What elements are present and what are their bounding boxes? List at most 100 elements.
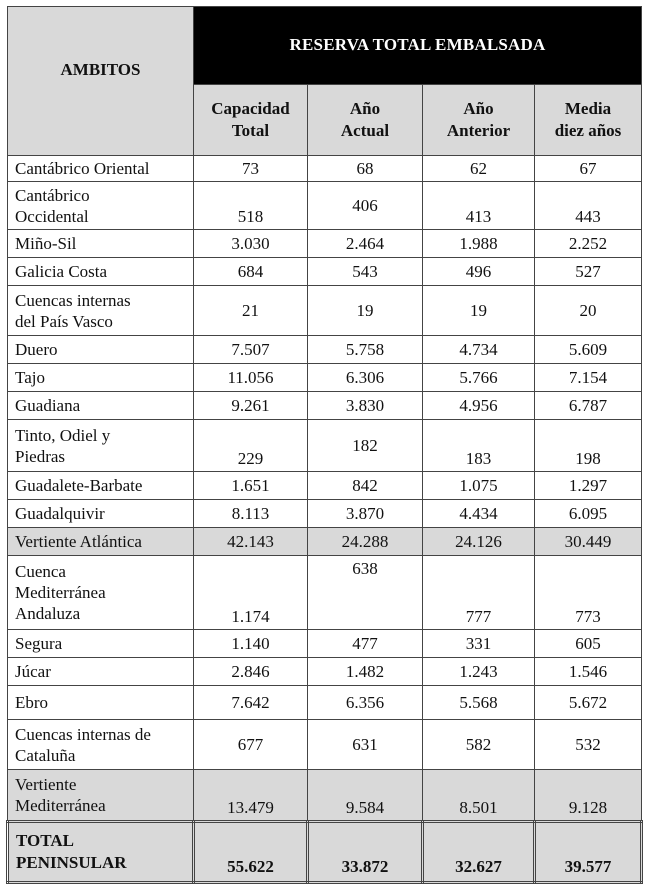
- ambito-name: Cuenca Mediterránea Andaluza: [7, 555, 194, 630]
- reservoir-table-container: AMBITOS RESERVA TOTAL EMBALSADA Capacida…: [6, 6, 644, 884]
- value-anterior: 4.956: [422, 391, 535, 420]
- table-row: Tinto, Odiel y Piedras 229 182 183 198: [7, 419, 643, 472]
- value-actual: 842: [307, 471, 423, 500]
- value-capacidad: 2.846: [193, 657, 308, 686]
- ambito-name: Cantábrico Occidental: [7, 181, 194, 230]
- value-anterior: 4.434: [422, 499, 535, 528]
- value-actual: 3.830: [307, 391, 423, 420]
- value-capacidad: 3.030: [193, 229, 308, 258]
- value-capacidad: 73: [193, 155, 308, 182]
- ambito-name: Guadalquivir: [7, 499, 194, 528]
- value-capacidad: 7.507: [193, 335, 308, 364]
- ambito-name: Galicia Costa: [7, 257, 194, 286]
- total-label: TOTAL PENINSULAR: [6, 820, 195, 884]
- value-media: 773: [533, 555, 643, 630]
- value-anterior: 24.126: [422, 527, 535, 556]
- value-actual: 68: [307, 155, 423, 182]
- value-anterior: 1.988: [422, 229, 535, 258]
- table-row: Miño-Sil 3.030 2.464 1.988 2.252: [7, 229, 643, 258]
- ambito-name: Vertiente Mediterránea: [7, 769, 194, 822]
- value-media: 5.609: [533, 335, 643, 364]
- value-media: 30.449: [533, 527, 643, 556]
- table-row: Guadiana 9.261 3.830 4.956 6.787: [7, 391, 643, 420]
- value-media: 5.672: [533, 685, 643, 720]
- ambito-name: Guadiana: [7, 391, 194, 420]
- value-capacidad: 1.174: [193, 555, 308, 630]
- header-ano-actual: Año Actual: [307, 83, 423, 157]
- header-reserva-total: RESERVA TOTAL EMBALSADA: [192, 6, 643, 85]
- ambito-name: Tajo: [7, 363, 194, 392]
- reservoir-table: AMBITOS RESERVA TOTAL EMBALSADA Capacida…: [6, 6, 644, 884]
- value-capacidad: 11.056: [193, 363, 308, 392]
- total-row: TOTAL PENINSULAR 55.622 33.872 32.627 39…: [6, 820, 644, 884]
- value-capacidad: 13.479: [193, 769, 308, 822]
- value-capacidad: 8.113: [193, 499, 308, 528]
- value-capacidad: 229: [193, 419, 308, 472]
- table-row: Galicia Costa 684 543 496 527: [7, 257, 643, 286]
- value-actual: 9.584: [307, 769, 423, 822]
- value-media: 67: [533, 155, 643, 182]
- value-media: 532: [533, 719, 643, 770]
- ambito-name: Guadalete-Barbate: [7, 471, 194, 500]
- ambito-name: Cantábrico Oriental: [7, 155, 194, 182]
- value-actual: 2.464: [307, 229, 423, 258]
- ambito-name: Tinto, Odiel y Piedras: [7, 419, 194, 472]
- value-actual: 1.482: [307, 657, 423, 686]
- value-actual: 19: [307, 285, 423, 336]
- value-actual: 24.288: [307, 527, 423, 556]
- ambito-name: Segura: [7, 629, 194, 658]
- table-row: Guadalete-Barbate 1.651 842 1.075 1.297: [7, 471, 643, 500]
- ambito-name: Cuencas internas del País Vasco: [7, 285, 194, 336]
- value-media: 7.154: [533, 363, 643, 392]
- value-media: 527: [533, 257, 643, 286]
- value-actual: 5.758: [307, 335, 423, 364]
- value-anterior: 331: [422, 629, 535, 658]
- value-actual: 477: [307, 629, 423, 658]
- table-row: Tajo 11.056 6.306 5.766 7.154: [7, 363, 643, 392]
- value-actual: 6.356: [307, 685, 423, 720]
- value-actual: 182: [307, 419, 423, 472]
- header-ambitos: AMBITOS: [7, 6, 194, 156]
- table-row: Duero 7.507 5.758 4.734 5.609: [7, 335, 643, 364]
- subtotal-row: Vertiente Mediterránea 13.479 9.584 8.501 9.1…: [7, 769, 643, 822]
- value-capacidad: 684: [193, 257, 308, 286]
- value-media: 20: [533, 285, 643, 336]
- total-capacidad: 55.622: [192, 820, 309, 884]
- value-anterior: 582: [422, 719, 535, 770]
- table-row: Cuencas internas de Cataluña 677 631 582 532: [7, 719, 643, 770]
- value-capacidad: 677: [193, 719, 308, 770]
- value-anterior: 62: [422, 155, 535, 182]
- value-anterior: 8.501: [422, 769, 535, 822]
- ambito-name: Cuencas internas de Cataluña: [7, 719, 194, 770]
- subtotal-row: Vertiente Atlántica 42.143 24.288 24.126 30.…: [7, 527, 643, 556]
- value-capacidad: 9.261: [193, 391, 308, 420]
- value-anterior: 777: [422, 555, 535, 630]
- header-media-diez-anos: Media diez años: [533, 83, 643, 157]
- value-anterior: 183: [422, 419, 535, 472]
- ambito-name: Miño-Sil: [7, 229, 194, 258]
- value-media: 1.297: [533, 471, 643, 500]
- value-anterior: 4.734: [422, 335, 535, 364]
- value-actual: 6.306: [307, 363, 423, 392]
- table-row: Segura 1.140 477 331 605: [7, 629, 643, 658]
- value-anterior: 496: [422, 257, 535, 286]
- value-media: 2.252: [533, 229, 643, 258]
- value-anterior: 413: [422, 181, 535, 230]
- value-media: 605: [533, 629, 643, 658]
- ambito-name: Júcar: [7, 657, 194, 686]
- table-row: Ebro 7.642 6.356 5.568 5.672: [7, 685, 643, 720]
- header-capacidad-total: Capacidad Total: [193, 83, 308, 157]
- value-actual: 406: [307, 181, 423, 230]
- table-row: Cantábrico Occidental 518 406 413 443: [7, 181, 643, 230]
- table-row: Guadalquivir 8.113 3.870 4.434 6.095: [7, 499, 643, 528]
- value-capacidad: 518: [193, 181, 308, 230]
- value-capacidad: 21: [193, 285, 308, 336]
- value-anterior: 5.766: [422, 363, 535, 392]
- value-anterior: 1.243: [422, 657, 535, 686]
- total-media: 39.577: [532, 820, 644, 884]
- value-capacidad: 7.642: [193, 685, 308, 720]
- total-anterior: 32.627: [421, 820, 536, 884]
- value-actual: 638: [307, 555, 423, 630]
- value-media: 1.546: [533, 657, 643, 686]
- total-actual: 33.872: [306, 820, 424, 884]
